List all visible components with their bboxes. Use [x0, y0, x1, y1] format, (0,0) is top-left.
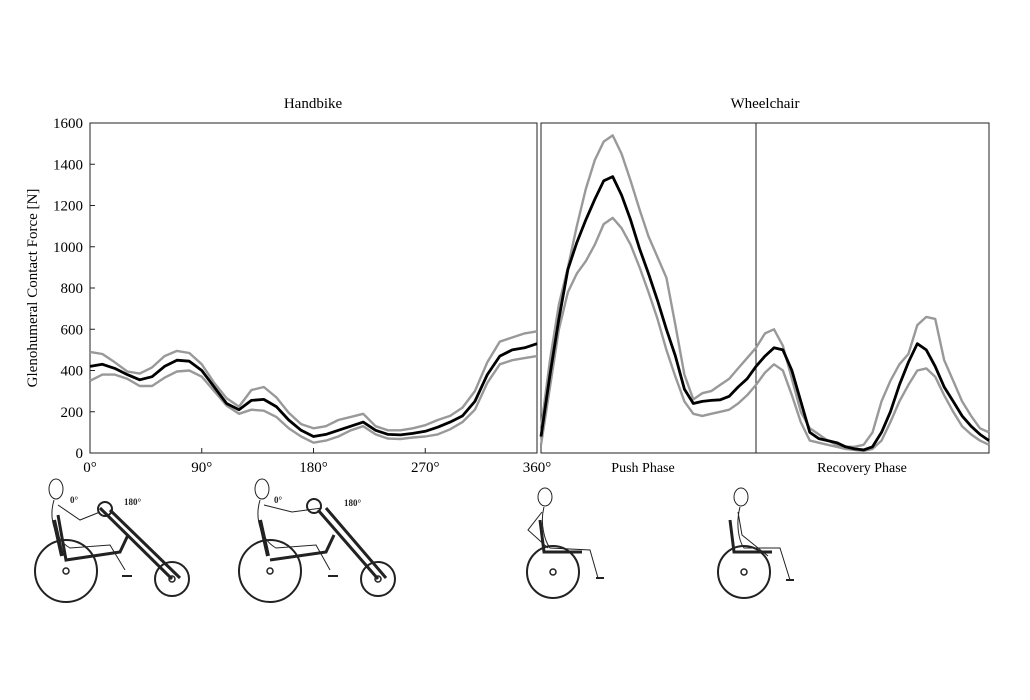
- hb1-front-wheel: [154, 561, 190, 597]
- wheelchair-illustration-recovery: [717, 487, 794, 599]
- handbike-mean-line: [89, 342, 538, 438]
- hb2-body: [257, 499, 331, 571]
- handbike-illustration-1: 0° 180°: [34, 478, 190, 603]
- y-tick-label: 800: [61, 281, 84, 297]
- hb1-body: [51, 499, 126, 571]
- wheelchair-series: [539, 134, 990, 453]
- y-tick-label: 600: [61, 322, 84, 338]
- x-tick-label: 90°: [191, 460, 212, 476]
- hb1-rear-wheel: [34, 539, 98, 603]
- hb1-rear-hub: [62, 567, 70, 575]
- hb2-front-wheel: [360, 561, 396, 597]
- x-tick-label: 270°: [411, 460, 440, 476]
- hb1-seat-back: [52, 519, 64, 557]
- y-tick-label: 400: [61, 364, 84, 380]
- y-tick-label: 0: [76, 446, 84, 462]
- hb2-front-hub: [374, 575, 382, 583]
- y-axis-ticks: 0 200 400 600 800 1000 1200 1400 1600: [53, 116, 95, 462]
- hb1-head: [48, 478, 64, 500]
- hb1-frame: [56, 506, 182, 581]
- push-phase-label: Push Phase: [611, 461, 674, 476]
- wc2-body: [737, 506, 791, 581]
- wheelchair-lower-line: [539, 216, 990, 453]
- wc2-seat: [728, 519, 772, 554]
- wheelchair-title: Wheelchair: [730, 96, 799, 112]
- y-tick-label: 1200: [53, 199, 83, 215]
- hb2-angle-180: 180°: [344, 498, 362, 508]
- wc1-head: [537, 487, 553, 507]
- handbike-x-axis-ticks: 0° 90° 180° 270° 360°: [83, 448, 551, 476]
- hb2-rear-hub: [266, 567, 274, 575]
- wc1-seat: [538, 519, 582, 554]
- y-tick-label: 1000: [53, 240, 83, 256]
- y-axis-label: Glenohumeral Contact Force [N]: [25, 189, 41, 388]
- recovery-phase-label: Recovery Phase: [817, 461, 907, 476]
- hb2-crank: [306, 498, 322, 514]
- handbike-lower-line: [89, 354, 538, 444]
- wc2-head: [733, 487, 749, 507]
- wc1-hub: [549, 568, 557, 576]
- wheelchair-illustration-push: [526, 487, 604, 599]
- wheelchair-upper-line: [539, 134, 990, 448]
- wheelchair-plot-frame: [540, 122, 990, 454]
- hb2-head: [254, 478, 270, 500]
- hb2-angle-0: 0°: [274, 495, 283, 505]
- x-tick-label: 360°: [523, 460, 552, 476]
- wc2-wheel: [717, 545, 771, 599]
- hb1-angle-180: 180°: [124, 497, 142, 507]
- handbike-plot-frame: [89, 122, 538, 454]
- hb2-frame: [269, 507, 388, 580]
- wc1-body: [527, 506, 599, 579]
- x-tick-label: 180°: [299, 460, 328, 476]
- x-tick-label: 0°: [83, 460, 97, 476]
- handbike-illustration-2: 0° 180°: [238, 478, 396, 603]
- y-tick-label: 1400: [53, 157, 83, 173]
- handbike-upper-line: [89, 330, 538, 432]
- hb1-angle-0: 0°: [70, 495, 79, 505]
- handbike-title: Handbike: [284, 96, 343, 112]
- hb2-seat-back: [258, 519, 270, 557]
- wc2-hub: [740, 568, 748, 576]
- handbike-series: [89, 330, 538, 444]
- hb2-rear-wheel: [238, 539, 302, 603]
- wheelchair-mean-line: [539, 175, 990, 452]
- y-tick-label: 1600: [53, 116, 83, 132]
- hb1-crank: [97, 501, 113, 517]
- wc1-wheel: [526, 545, 580, 599]
- y-tick-label: 200: [61, 405, 84, 421]
- hb1-front-hub: [168, 575, 176, 583]
